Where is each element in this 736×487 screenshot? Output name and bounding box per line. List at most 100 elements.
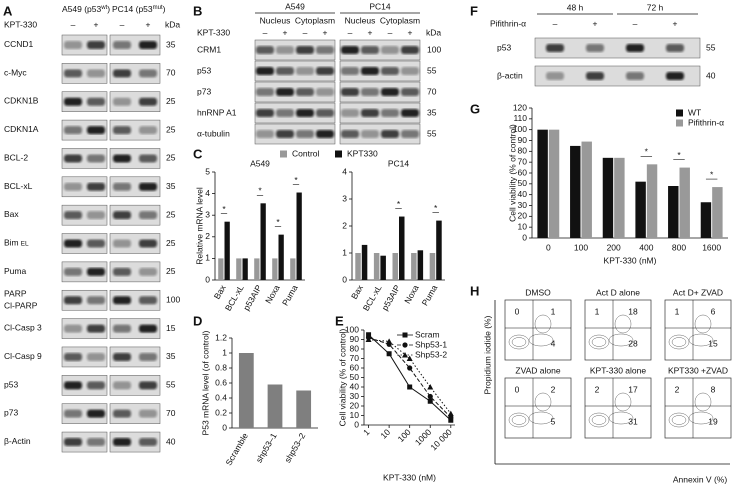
y-tick-label: 1 [342, 247, 347, 257]
x-tick-label: Puma [280, 283, 300, 307]
legend-swatch [676, 119, 683, 127]
blot-strip [339, 60, 421, 82]
bar [646, 164, 658, 238]
row-label: p73 [4, 408, 18, 418]
point [386, 351, 392, 357]
blot-strip [61, 91, 108, 112]
bar [361, 244, 368, 280]
kda-value: 25 [166, 266, 176, 276]
kda-header: kDa [165, 19, 180, 29]
label-part: β-Actin [4, 436, 31, 446]
contour [688, 333, 714, 347]
legend-label: WT [688, 107, 701, 117]
row-label: Bax [4, 209, 19, 219]
quadrant-value: 31 [628, 416, 638, 426]
blot-band [113, 41, 131, 49]
point [406, 355, 413, 361]
y-tick-label: 50 [350, 372, 360, 382]
x-tick-label: 10 [378, 427, 392, 441]
y-tick-label: 30 [518, 200, 528, 210]
chart-title: PC14 [388, 158, 410, 168]
x-tick-label: 1600 [702, 242, 721, 252]
y-tick-label: 0 [354, 419, 359, 429]
x-tick-label: shp53–2 [282, 431, 307, 464]
blot-band [64, 41, 82, 49]
y-axis-label: Relative mRNA level [194, 187, 204, 265]
contour [591, 415, 607, 425]
bar [635, 181, 646, 238]
blot-band [666, 44, 684, 52]
row-label: PARP [4, 288, 27, 298]
x-tick-label: p53AIP [241, 283, 264, 312]
x-tick-label: Scramble [223, 431, 250, 467]
contour [668, 412, 690, 428]
blot-band [381, 130, 399, 138]
label-part: CCND1 [4, 39, 34, 49]
blot-strip [254, 81, 336, 103]
panel-label: G [470, 101, 480, 116]
contour [508, 334, 530, 350]
blot-strip [254, 60, 336, 82]
contour [614, 314, 632, 334]
y-tick-label: 10 [350, 410, 360, 420]
contour [688, 411, 714, 425]
plot-frame [584, 299, 652, 361]
point [427, 393, 433, 400]
blot-band [64, 267, 82, 276]
y-tick-label: 3 [205, 209, 210, 219]
row-label: p53 [4, 380, 18, 390]
y-tick-label: 20 [518, 211, 528, 221]
bar [570, 145, 581, 238]
quadrant-value: 4 [551, 338, 556, 348]
kda-value: 70 [166, 408, 176, 418]
blot-band [401, 130, 419, 138]
legend-label: Control [292, 148, 320, 158]
y-axis-label: Propidium iodide (%) [482, 315, 492, 394]
contour [511, 337, 527, 347]
row-label: p73 [197, 86, 211, 96]
blot-band [296, 46, 314, 54]
blot-band [64, 182, 82, 191]
blot-band [296, 109, 314, 117]
blot-strip [109, 91, 161, 112]
bar [411, 253, 417, 280]
blot-band [256, 109, 274, 117]
significance-mark: * [645, 147, 649, 157]
x-tick-label: 200 [607, 242, 621, 252]
blot-band [316, 88, 334, 96]
y-tick-label: 1 [205, 253, 210, 263]
y-axis-label: Cell viability (% of control) [507, 124, 517, 222]
treatment-sign: – [303, 27, 308, 37]
y-tick-label: 10 [518, 221, 528, 231]
blot-band [401, 46, 419, 54]
blot-band [139, 352, 157, 361]
x-tick-label: 1 [361, 427, 372, 438]
bar [236, 258, 242, 280]
bar [218, 258, 224, 280]
label-part: CDKN1B [4, 96, 39, 106]
bar [602, 157, 614, 238]
kda-value: 25 [166, 209, 176, 219]
row-label: α-tubulin [197, 128, 230, 138]
blot-strip [254, 123, 336, 145]
blot-strip [534, 65, 701, 87]
quadrant-value: 1 [551, 306, 556, 316]
blot-band [586, 72, 604, 80]
blot-band [361, 109, 379, 117]
blot-band [87, 409, 105, 418]
y-tick-label: 50 [518, 178, 528, 188]
x-tick-label: 100 [396, 427, 413, 444]
blot-band [64, 381, 82, 390]
kda-value: 100 [427, 44, 441, 54]
blot-strip [339, 123, 421, 145]
x-tick-label: Bax [349, 282, 365, 300]
bar [296, 390, 312, 428]
legend-swatch [676, 109, 683, 117]
header-part: wt [100, 5, 107, 11]
bar [278, 234, 284, 280]
blot-band [139, 211, 157, 220]
fraction-header: Cytoplasm [295, 15, 335, 25]
y-tick-label: 2 [342, 220, 347, 230]
plot-title: Act D alone [596, 287, 640, 297]
quadrant-value: 1 [595, 306, 600, 316]
